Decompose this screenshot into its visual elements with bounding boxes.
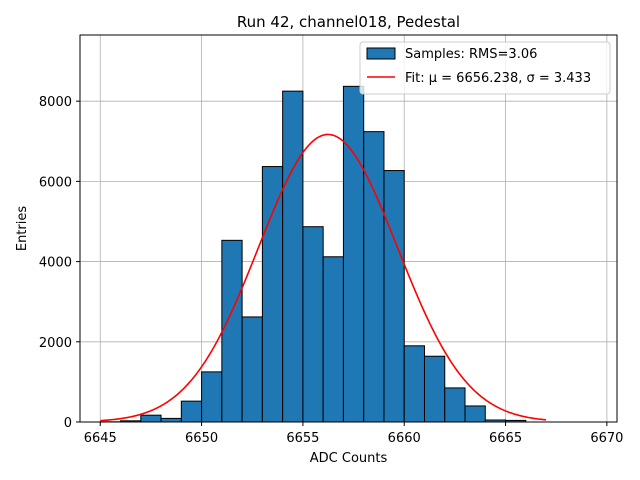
- histogram-bar: [403, 345, 425, 423]
- fit-curve-group: [100, 133, 547, 422]
- y-axis-title: Entries: [15, 206, 30, 252]
- histogram-bar: [383, 170, 405, 423]
- x-tick-label: 6645: [84, 431, 117, 446]
- histogram-bar: [180, 400, 203, 423]
- axis-ticks: 6645 6650 6655 6660 6665 6670 0 2000 4000 6000 800…: [39, 95, 624, 446]
- histogram-bar: [423, 355, 446, 423]
- histogram-bar: [160, 417, 182, 423]
- x-axis-title: ADC Counts: [310, 451, 388, 466]
- histogram-bar: [302, 226, 324, 423]
- histogram-bar: [140, 414, 162, 423]
- histogram-bar: [444, 387, 466, 423]
- plot-frame: [79, 34, 618, 423]
- histogram-bar: [322, 256, 344, 423]
- x-tick-label: 6655: [286, 431, 319, 446]
- legend-fit-label: Fit: μ = 6656.238, σ = 3.433: [405, 71, 591, 86]
- x-tick-label: 6650: [185, 431, 218, 446]
- histogram-bar: [342, 85, 365, 423]
- x-tick-label: 6670: [590, 431, 623, 446]
- legend-samples-swatch: [366, 47, 396, 60]
- histogram-bar: [241, 316, 263, 423]
- chart-title: Run 42, channel018, Pedestal: [237, 13, 460, 31]
- y-tick-label: 8000: [39, 95, 72, 110]
- x-tick-label: 6665: [489, 431, 522, 446]
- y-tick-label: 6000: [39, 175, 72, 190]
- histogram-bar: [464, 405, 486, 423]
- histogram-bar: [201, 371, 223, 423]
- histogram-bar: [282, 90, 304, 423]
- histogram-bars: [99, 85, 527, 423]
- legend-box: [359, 41, 611, 95]
- fit-curve: [100, 133, 547, 422]
- x-tick-label: 6660: [388, 431, 421, 446]
- legend: Samples: RMS=3.06 Fit: μ = 6656.238, σ =…: [359, 41, 611, 95]
- histogram-bar: [261, 166, 284, 423]
- y-tick-label: 0: [64, 416, 72, 431]
- y-tick-label: 4000: [39, 256, 72, 271]
- histogram-bar: [221, 239, 243, 423]
- legend-samples-label: Samples: RMS=3.06: [405, 47, 537, 62]
- y-tick-label: 2000: [39, 336, 72, 351]
